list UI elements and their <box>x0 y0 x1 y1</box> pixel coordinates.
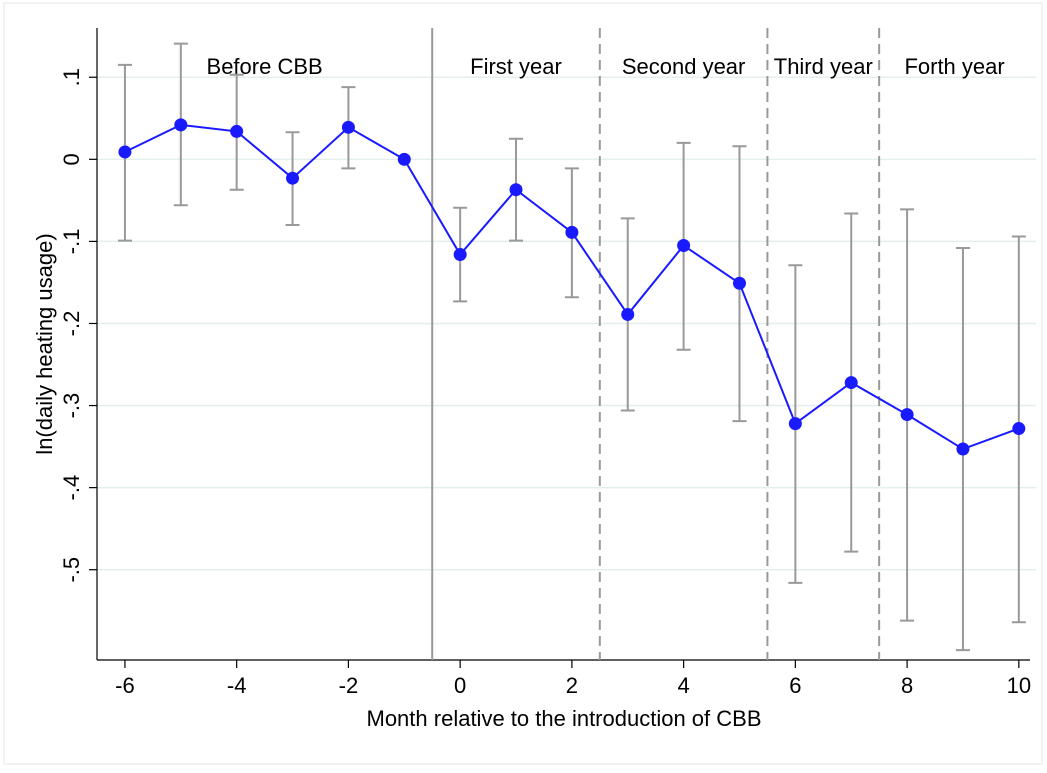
point <box>1012 422 1026 436</box>
point <box>565 225 579 239</box>
point <box>732 276 746 290</box>
point <box>788 417 802 431</box>
point <box>956 442 970 456</box>
x-axis-label: Month relative to the introduction of CB… <box>367 706 762 731</box>
x-tick-label: 0 <box>454 673 466 698</box>
period-label: Second year <box>622 54 746 79</box>
point <box>621 307 635 321</box>
y-axis-label: ln(daily heating usage) <box>32 233 57 454</box>
x-tick-label: 2 <box>566 673 578 698</box>
x-tick-label: 10 <box>1007 673 1031 698</box>
period-label: Forth year <box>904 54 1004 79</box>
point <box>453 248 467 262</box>
frame <box>3 2 1043 765</box>
point <box>900 408 914 422</box>
x-tick-label: 6 <box>789 673 801 698</box>
point <box>677 239 691 253</box>
point <box>341 120 355 134</box>
period-label: Third year <box>774 54 873 79</box>
y-tick-label: -.3 <box>59 393 84 419</box>
y-tick-label: .1 <box>59 68 84 86</box>
point <box>286 171 300 185</box>
point <box>397 152 411 166</box>
x-tick-label: -2 <box>339 673 359 698</box>
y-tick-label: -.1 <box>59 229 84 255</box>
y-tick-label: -.5 <box>59 557 84 583</box>
x-tick-label: -4 <box>227 673 247 698</box>
point <box>844 376 858 390</box>
y-tick-label: -.2 <box>59 311 84 337</box>
period-label: First year <box>470 54 562 79</box>
point <box>118 145 132 159</box>
y-tick-label: -.4 <box>59 475 84 501</box>
x-tick-label: 4 <box>677 673 689 698</box>
y-tick-label: 0 <box>59 153 84 165</box>
x-tick-label: 8 <box>901 673 913 698</box>
point <box>230 124 244 138</box>
x-tick-label: -6 <box>115 673 135 698</box>
point <box>509 183 523 197</box>
point <box>174 118 188 132</box>
period-label: Before CBB <box>207 54 323 79</box>
